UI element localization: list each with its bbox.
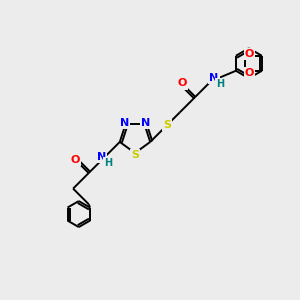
Text: N: N — [209, 73, 218, 83]
Text: O: O — [70, 154, 80, 165]
Text: N: N — [141, 118, 150, 128]
Text: S: S — [131, 150, 139, 160]
Text: O: O — [245, 68, 254, 78]
Text: N: N — [97, 152, 106, 161]
Text: H: H — [216, 79, 224, 89]
Text: O: O — [245, 49, 254, 59]
Text: H: H — [104, 158, 112, 167]
Text: O: O — [177, 78, 187, 88]
Text: N: N — [120, 118, 129, 128]
Text: S: S — [163, 120, 171, 130]
